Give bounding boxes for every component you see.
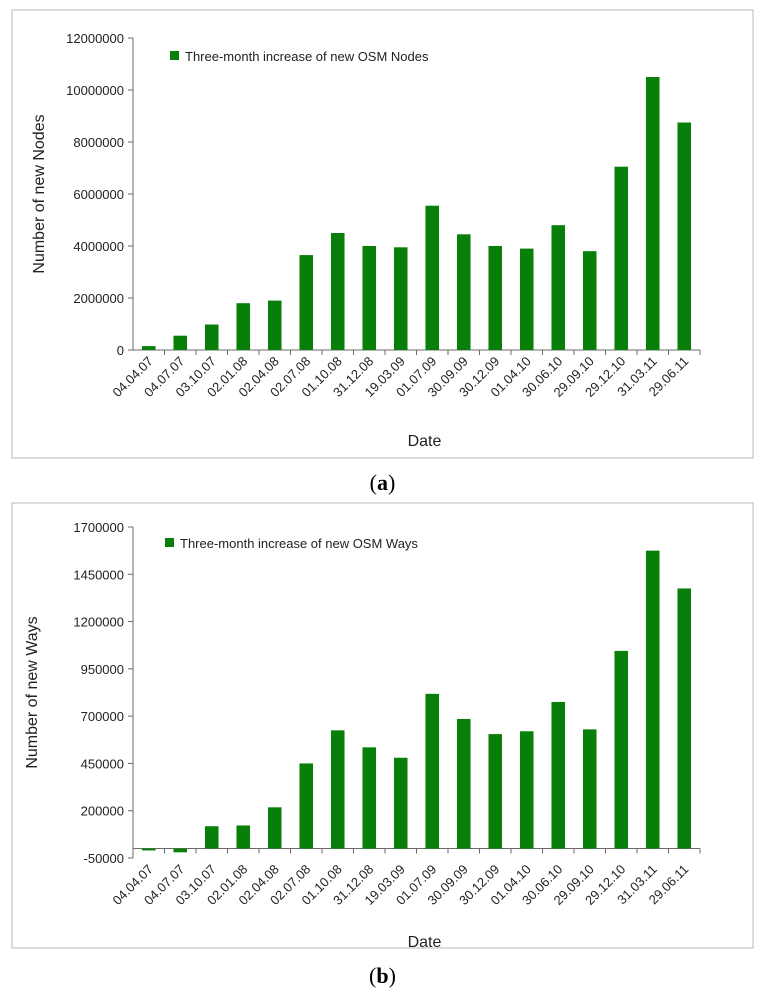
- bar: [173, 848, 188, 853]
- legend-label: Three-month increase of new OSM Ways: [180, 536, 418, 551]
- bar: [677, 122, 692, 350]
- bar: [645, 550, 660, 849]
- y-tick-label: 1700000: [73, 520, 124, 535]
- bar: [362, 246, 377, 350]
- bar: [425, 205, 440, 350]
- bar: [582, 729, 597, 849]
- bar: [488, 246, 503, 350]
- bar: [614, 650, 629, 849]
- caption-a-label: a: [377, 470, 388, 495]
- bar: [204, 826, 219, 849]
- bar: [173, 335, 188, 350]
- caption-b: (b): [369, 963, 396, 988]
- y-tick-label: 200000: [81, 804, 124, 819]
- chart-panel-a: 0 2000000 4000000 6000000 8000000 10000000 120…: [11, 9, 754, 495]
- bar: [677, 588, 692, 849]
- bar: [236, 825, 251, 849]
- y-tick-label: 450000: [81, 756, 124, 771]
- bar: [551, 701, 566, 849]
- chart-panel-b: -50000 200000 450000 700000 950000 1200000 145…: [0, 500, 765, 1000]
- y-tick-label: 0: [117, 343, 124, 358]
- y-tick-label: 1450000: [73, 567, 124, 582]
- y-tick-label: 700000: [81, 709, 124, 724]
- bar: [362, 747, 377, 849]
- bar: [551, 225, 566, 350]
- x-axis-title: Date: [408, 934, 442, 951]
- bar: [519, 731, 534, 849]
- bar: [582, 251, 597, 350]
- bar: [141, 848, 156, 851]
- y-tick-label: 8000000: [73, 135, 124, 150]
- bar: [425, 693, 440, 849]
- bar: [236, 303, 251, 350]
- bar: [645, 77, 660, 350]
- y-axis-title: Number of new Ways: [24, 616, 41, 768]
- legend-swatch: [170, 51, 179, 60]
- bar: [488, 734, 503, 849]
- y-tick-label: 1200000: [73, 615, 124, 630]
- bar: [267, 300, 282, 350]
- legend-swatch: [165, 538, 174, 547]
- chart-frame: [11, 9, 754, 459]
- bar: [519, 248, 534, 350]
- nodes-bar-chart: 0 2000000 4000000 6000000 8000000 10000000 120…: [11, 9, 754, 459]
- legend-label: Three-month increase of new OSM Nodes: [185, 49, 429, 64]
- bar: [299, 255, 314, 350]
- y-tick-label: 12000000: [66, 31, 124, 46]
- caption-a: (a): [369, 470, 396, 495]
- bar: [330, 730, 345, 849]
- bar: [393, 757, 408, 849]
- y-tick-label: -50000: [84, 851, 124, 866]
- y-tick-label: 10000000: [66, 83, 124, 98]
- x-axis-title: Date: [408, 433, 442, 450]
- bar: [614, 166, 629, 350]
- y-axis-title: Number of new Nodes: [31, 114, 48, 273]
- y-tick-label: 6000000: [73, 187, 124, 202]
- bar: [204, 324, 219, 350]
- y-tick-label: 4000000: [73, 239, 124, 254]
- y-tick-label: 2000000: [73, 291, 124, 306]
- bar: [456, 718, 471, 849]
- ways-bar-chart: -50000 200000 450000 700000 950000 1200000 145…: [11, 502, 754, 951]
- bar: [330, 233, 345, 350]
- bar: [456, 234, 471, 350]
- bar: [299, 763, 314, 849]
- bar: [141, 346, 156, 350]
- bar: [267, 807, 282, 849]
- bar: [393, 247, 408, 350]
- chart-frame: [11, 502, 754, 949]
- y-tick-label: 950000: [81, 662, 124, 677]
- caption-b-label: b: [376, 963, 389, 988]
